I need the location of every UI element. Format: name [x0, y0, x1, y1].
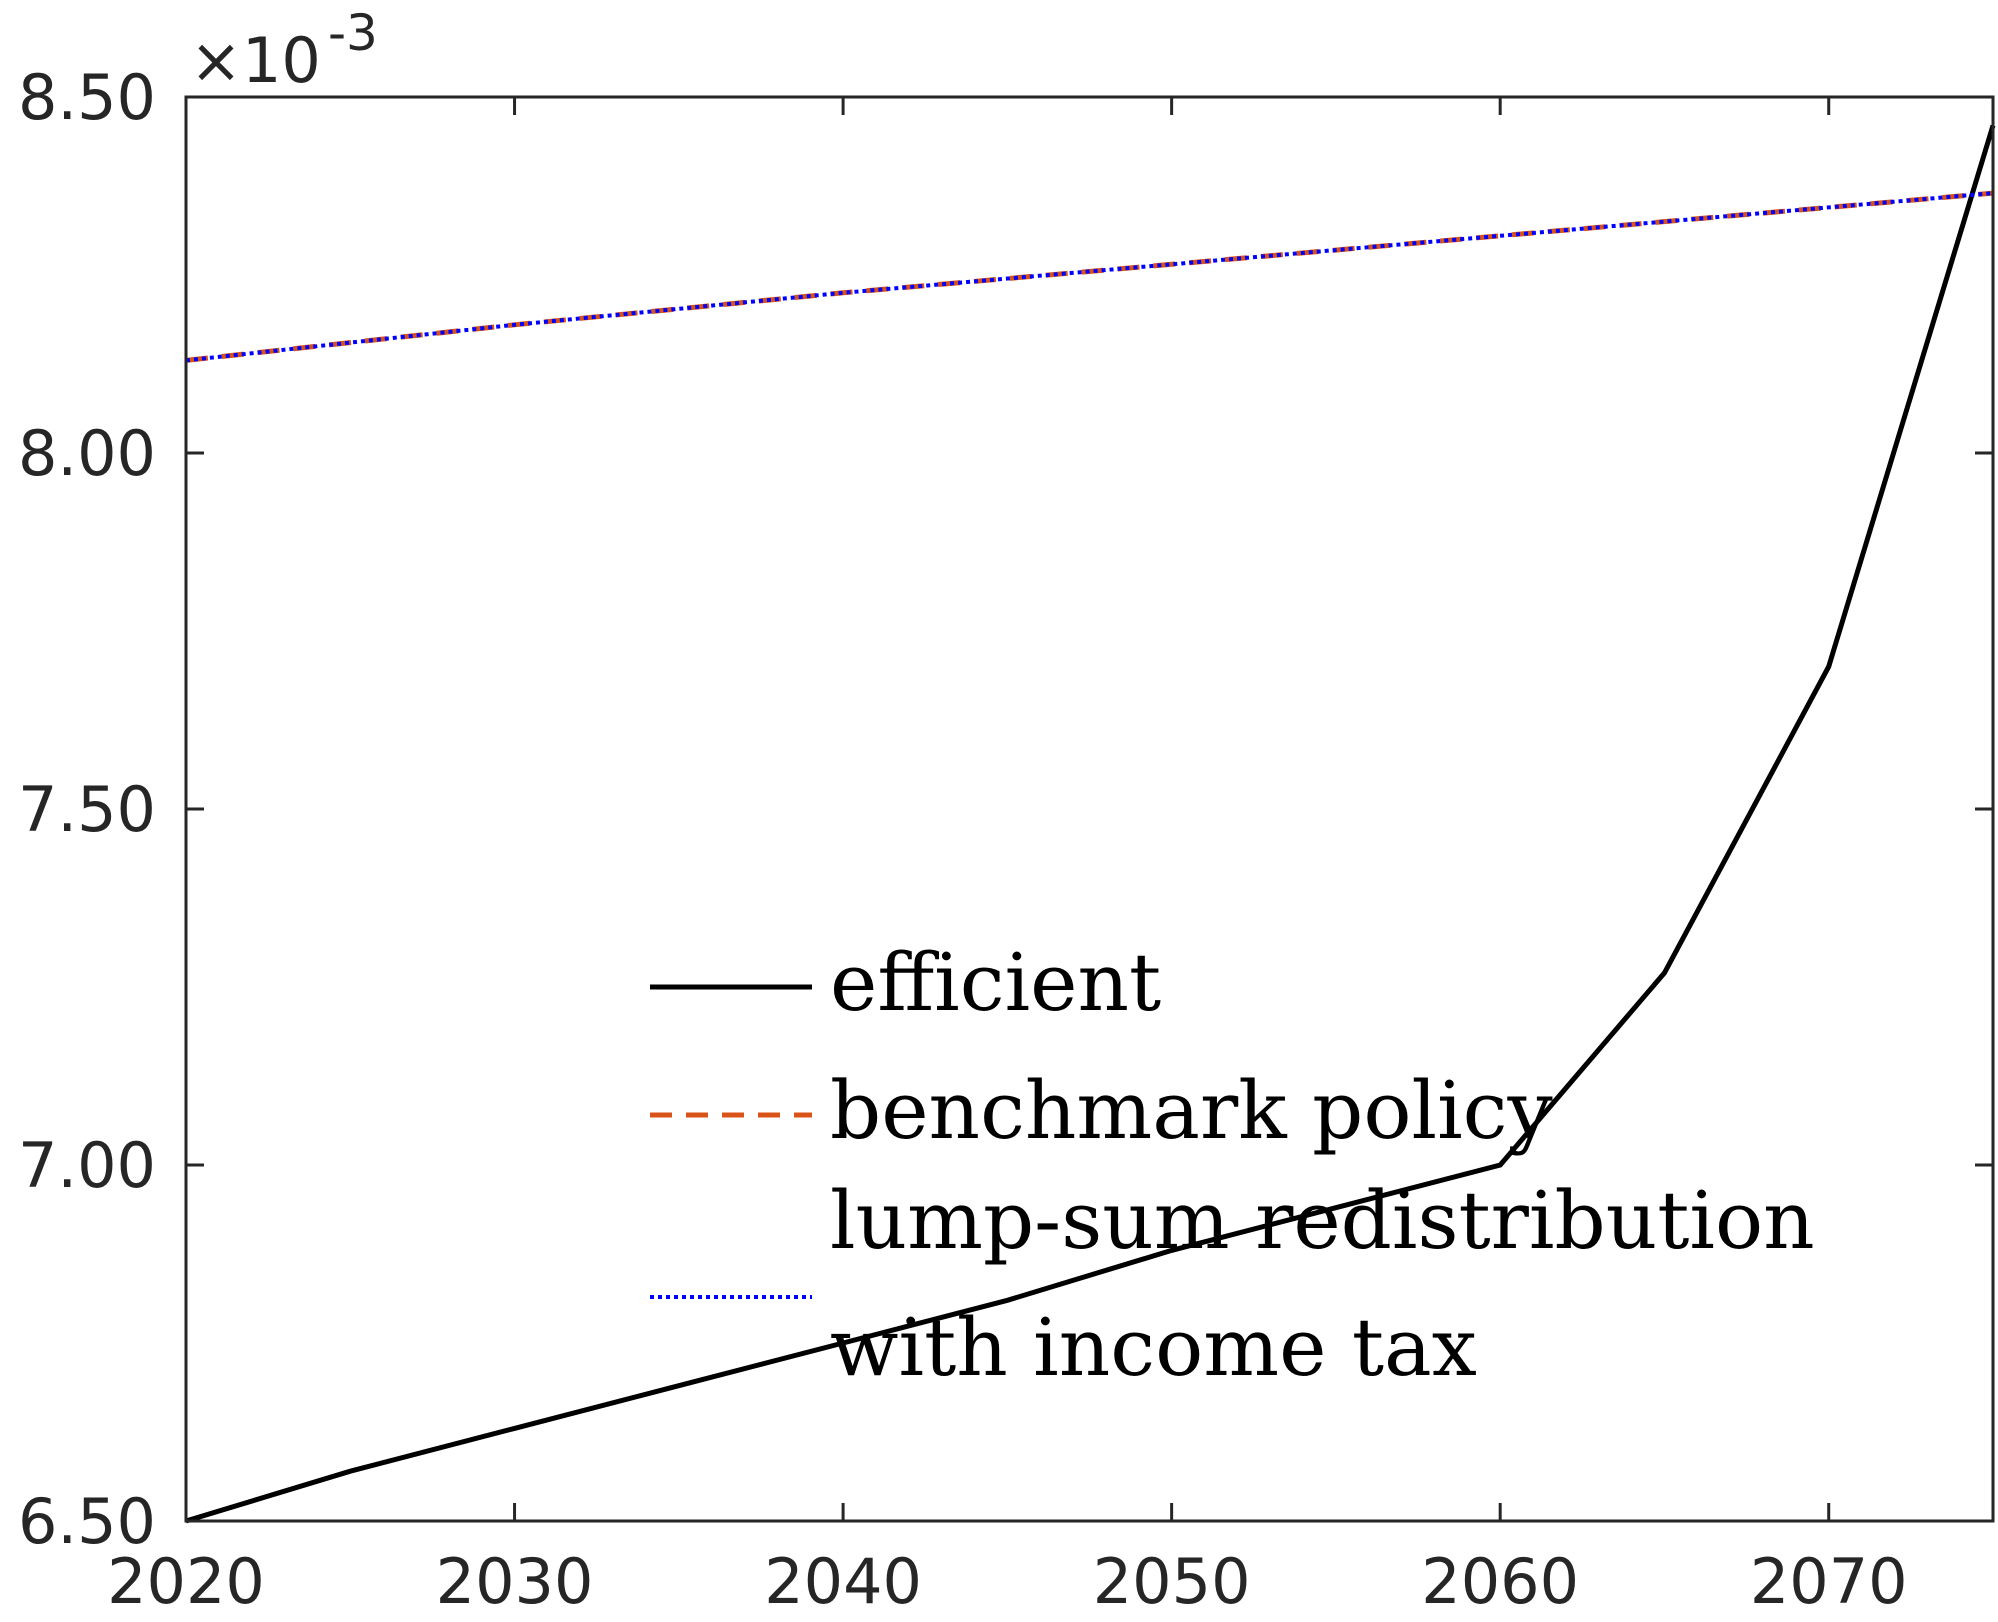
labels-layer: 2020 2030 2040 2050 2060 2070 6.50 7.00 7.50 8.00…	[18, 61, 1908, 1618]
x-tick-label: 2040	[764, 1545, 922, 1618]
legend-label-2: benchmark policy	[830, 1064, 1553, 1157]
legend-label-1: efficient	[830, 936, 1161, 1029]
legend: efficient benchmark policy lump-sum redist…	[650, 936, 1815, 1394]
legend-label-3: lump-sum redistribution	[830, 1174, 1815, 1267]
series-layer	[185, 124, 1996, 1524]
y-exponent-power: -3	[328, 4, 378, 62]
y-exponent-label: ×10 -3	[190, 4, 378, 97]
legend-label-3: with income tax	[830, 1301, 1477, 1394]
x-tick-label: 2060	[1421, 1545, 1579, 1618]
y-tick-label: 7.00	[18, 1129, 156, 1202]
y-tick-label: 7.50	[18, 773, 156, 846]
y-exponent-base: ×10	[190, 24, 321, 97]
y-tick-label: 6.50	[18, 1485, 156, 1558]
y-tick-label: 8.50	[18, 61, 156, 134]
x-tick-label: 2070	[1750, 1545, 1908, 1618]
series-line-3	[185, 191, 1994, 363]
ticks-layer	[184, 95, 1993, 1523]
y-tick-label: 8.00	[18, 417, 156, 490]
x-tick-label: 2030	[436, 1545, 594, 1618]
series-line-1	[185, 124, 1996, 1524]
series-line-2	[185, 190, 1994, 363]
x-tick-label: 2050	[1093, 1545, 1251, 1618]
x-tick-label: 2020	[107, 1545, 265, 1618]
